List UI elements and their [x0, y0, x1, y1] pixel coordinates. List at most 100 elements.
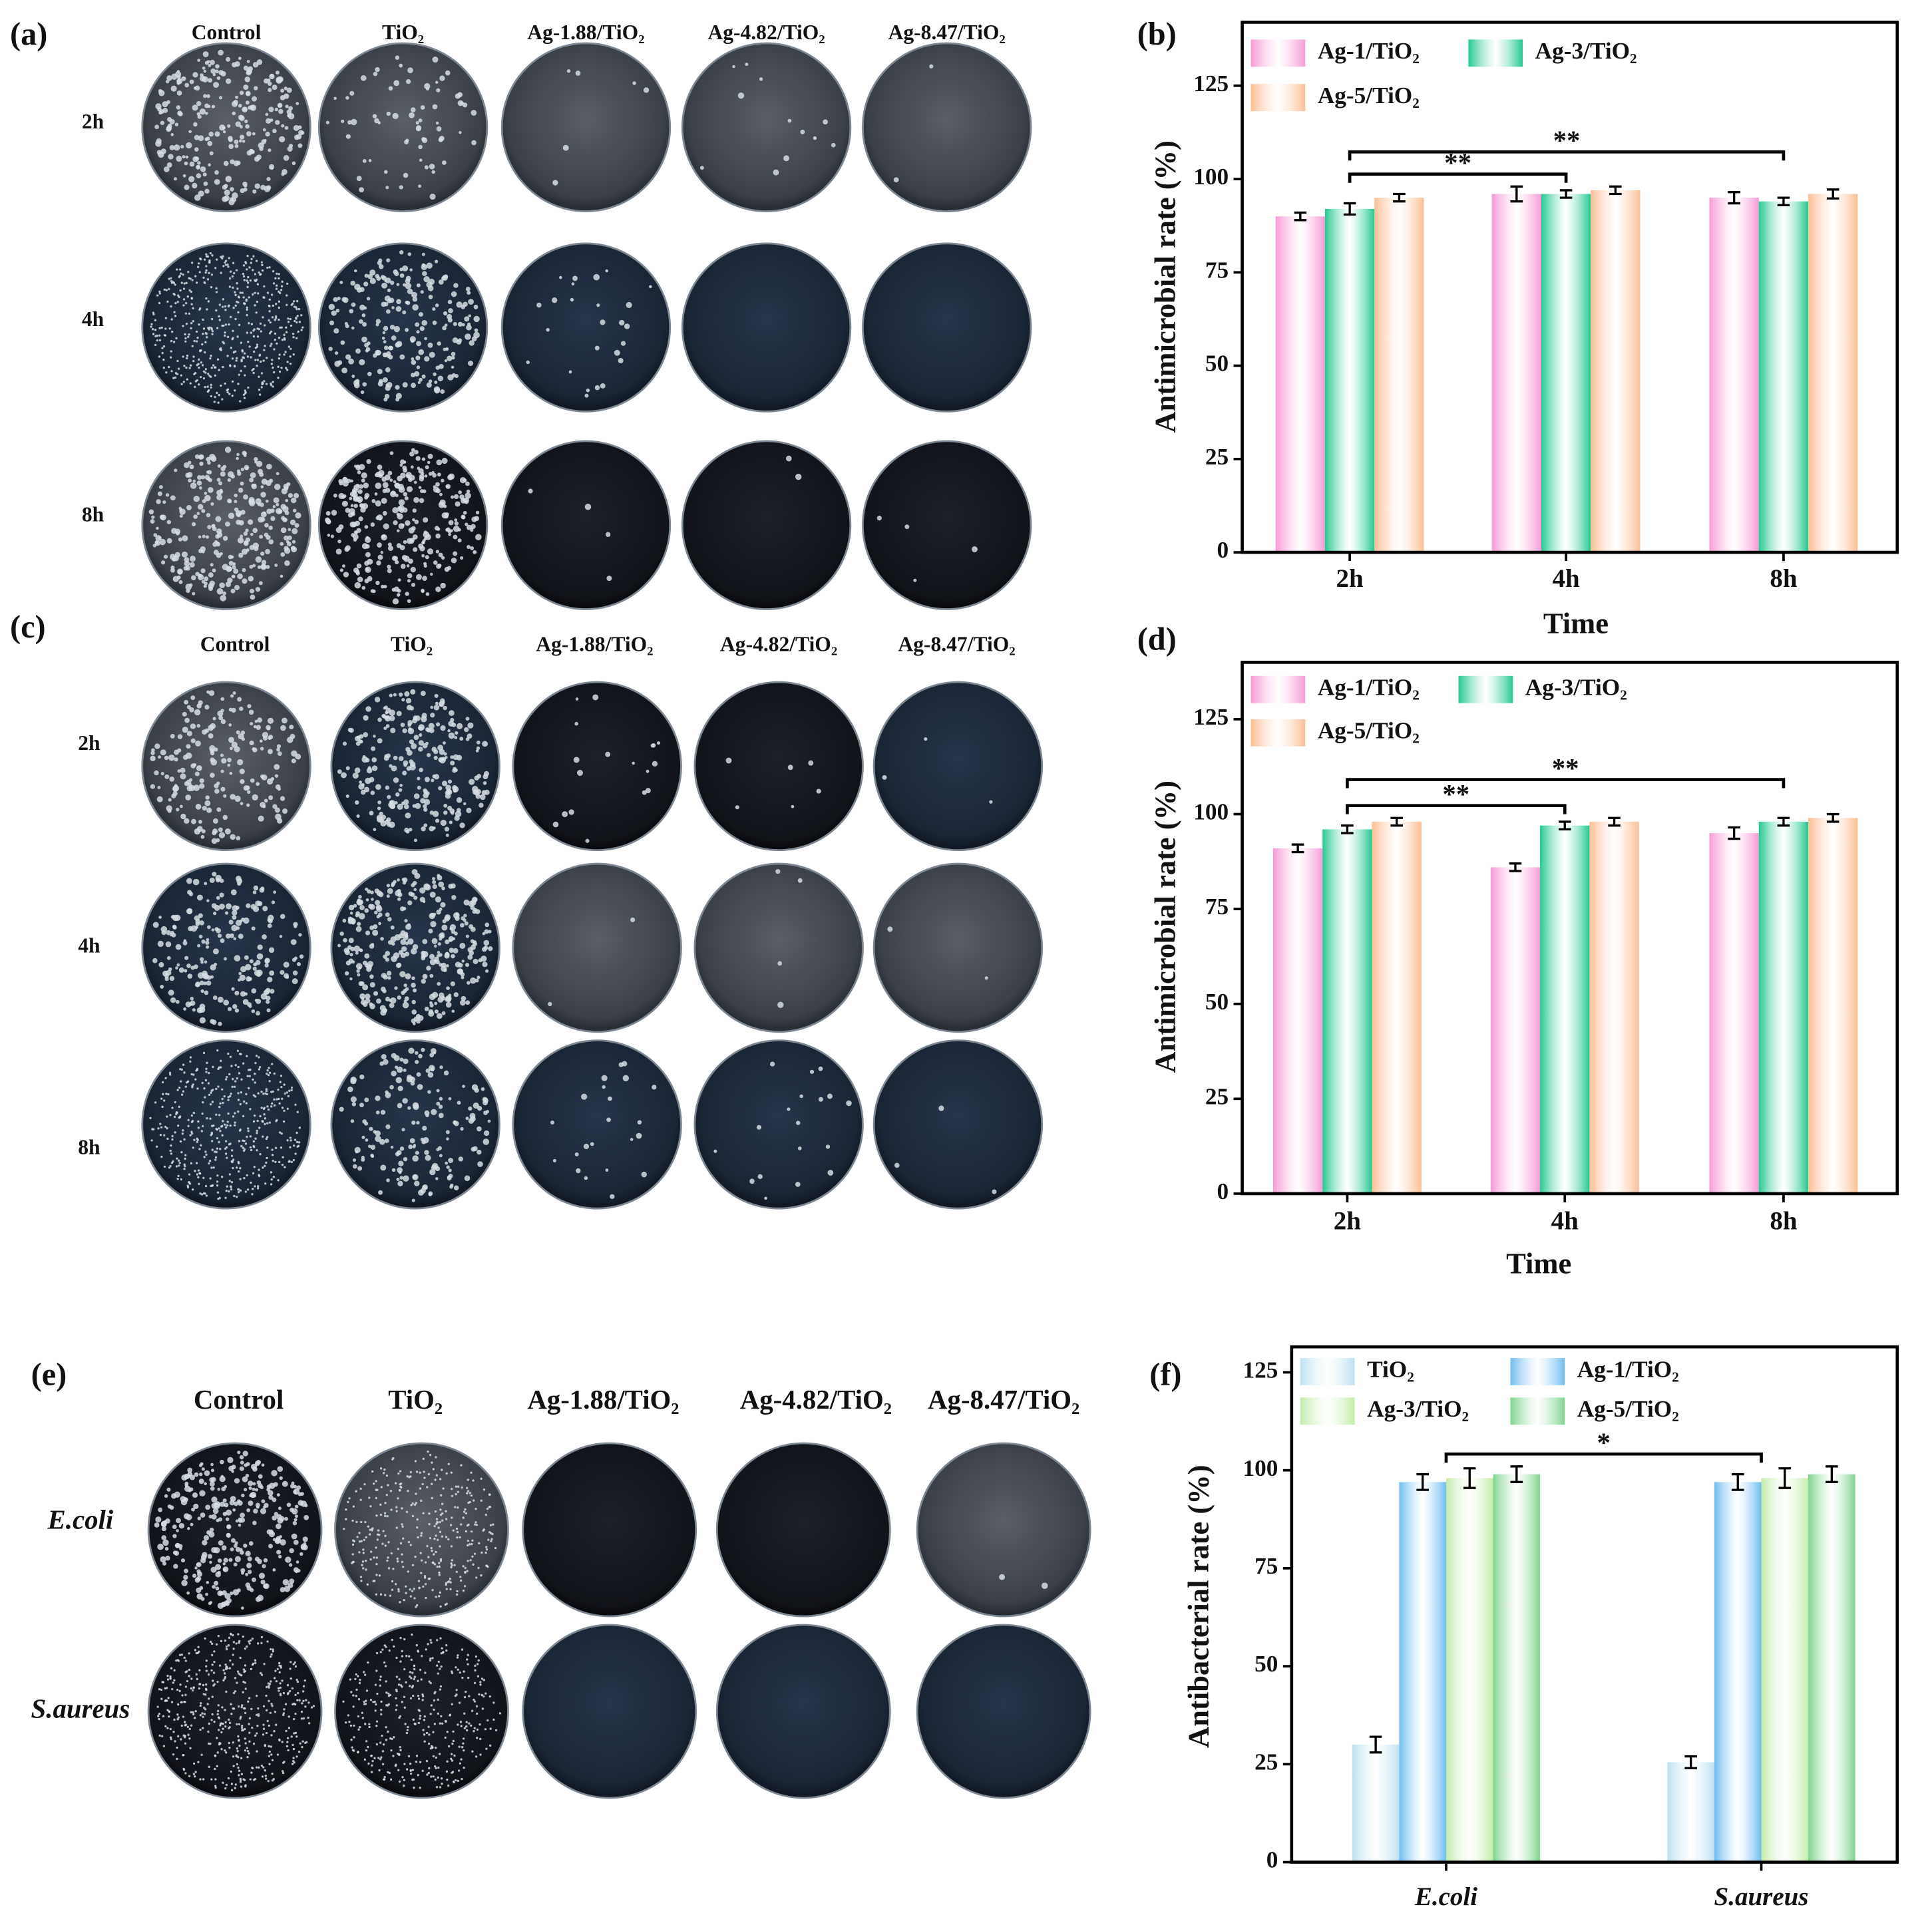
colony [199, 1714, 202, 1717]
colony [224, 1123, 226, 1126]
colony [471, 1542, 473, 1546]
colony [254, 1061, 257, 1065]
colony [391, 1071, 397, 1077]
colony [270, 343, 273, 345]
colony [218, 481, 223, 486]
colony [250, 1707, 253, 1711]
colony [285, 326, 288, 329]
colony [277, 1088, 280, 1091]
colony [245, 1550, 251, 1557]
colony [294, 1712, 297, 1715]
colony [416, 1072, 421, 1077]
colony [349, 1724, 353, 1727]
colony [216, 1765, 218, 1767]
colony [161, 347, 164, 349]
colony [469, 779, 475, 785]
colony [232, 1589, 240, 1596]
colony [242, 264, 246, 267]
colony [381, 584, 385, 589]
colony [284, 1166, 286, 1168]
colony [425, 555, 429, 560]
colony [231, 337, 234, 341]
colony [244, 963, 252, 971]
colony [206, 938, 210, 942]
colony [284, 535, 289, 541]
colony [417, 1536, 419, 1539]
colony [164, 1546, 169, 1551]
colony [169, 1114, 172, 1117]
colony [430, 713, 435, 718]
colony [263, 1558, 268, 1563]
colony [1041, 1582, 1048, 1589]
colony [260, 551, 265, 556]
colony [246, 313, 248, 317]
colony [228, 1190, 230, 1193]
colony [178, 580, 183, 584]
colony [408, 1655, 411, 1657]
colony [260, 386, 263, 389]
colony [439, 1065, 443, 1069]
colony [192, 182, 198, 189]
colony [180, 383, 183, 385]
colony [244, 992, 248, 996]
colony [377, 806, 381, 810]
colony [456, 1536, 459, 1539]
colony [258, 1066, 262, 1069]
colony [276, 284, 278, 287]
colony [289, 1578, 295, 1584]
colony [363, 732, 369, 738]
colony [188, 1652, 190, 1655]
colony [244, 119, 248, 124]
colony [205, 1504, 210, 1510]
colony [458, 1745, 461, 1748]
colony [411, 1769, 415, 1771]
colony [276, 744, 282, 749]
colony [246, 976, 252, 982]
colony [287, 1095, 290, 1097]
colony [456, 1530, 459, 1534]
colony [350, 504, 354, 508]
colony [189, 464, 194, 470]
colony [266, 177, 271, 182]
colony [379, 1513, 383, 1516]
colony [395, 1510, 398, 1512]
colony [204, 960, 208, 964]
colony [280, 542, 284, 546]
colony [170, 1667, 173, 1669]
colony [461, 1486, 463, 1489]
colony [192, 307, 194, 309]
colony [161, 930, 166, 936]
colony [262, 735, 268, 741]
colony [284, 351, 287, 353]
colony [179, 1683, 182, 1686]
colony [238, 1640, 241, 1643]
colony [423, 788, 427, 793]
colony [251, 1009, 256, 1013]
colony [186, 705, 191, 709]
colony [175, 1113, 178, 1115]
colony [220, 753, 224, 757]
colony [169, 144, 175, 150]
colony [413, 480, 417, 484]
colony [166, 300, 169, 303]
colony [479, 1681, 482, 1683]
colony [453, 788, 457, 793]
colony [429, 1639, 432, 1642]
colony [389, 764, 393, 768]
colony [465, 1117, 469, 1121]
colony [225, 1783, 228, 1787]
colony [167, 116, 172, 122]
colony [156, 150, 162, 155]
colony [150, 755, 156, 762]
colony [243, 494, 248, 500]
colony [383, 1512, 387, 1514]
colony [370, 1550, 373, 1553]
colony [422, 576, 427, 582]
colony [220, 697, 224, 701]
colony [255, 1766, 258, 1769]
colony [449, 927, 453, 931]
colony [173, 1679, 176, 1681]
colony [389, 451, 394, 455]
colony [279, 1693, 282, 1695]
colony [454, 518, 458, 522]
